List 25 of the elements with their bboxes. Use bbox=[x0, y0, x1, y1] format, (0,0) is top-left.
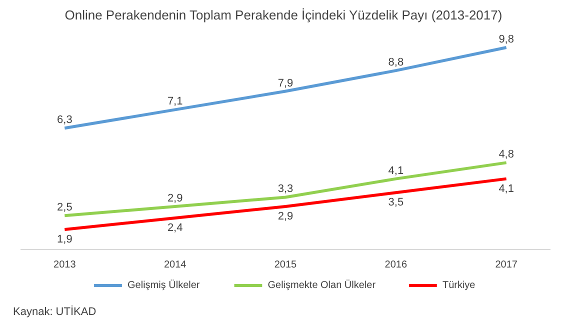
data-label: 4,8 bbox=[498, 148, 514, 161]
data-label: 4,1 bbox=[388, 164, 404, 177]
data-label: 3,5 bbox=[388, 196, 404, 209]
data-label: 3,3 bbox=[278, 183, 294, 196]
data-label: 1,9 bbox=[57, 233, 72, 246]
data-label: 7,1 bbox=[167, 96, 183, 108]
legend-label: Gelişmekte Olan Ülkeler bbox=[268, 279, 376, 291]
data-label: 2,9 bbox=[278, 210, 294, 222]
data-label: 9,8 bbox=[498, 34, 514, 46]
data-label: 6,3 bbox=[57, 114, 72, 126]
x-tick-label: 2014 bbox=[164, 260, 187, 270]
data-label: 2,5 bbox=[57, 202, 72, 214]
data-label: 2,4 bbox=[167, 222, 183, 234]
x-tick-label: 2013 bbox=[54, 260, 76, 270]
data-label: 7,9 bbox=[278, 77, 294, 90]
x-tick-label: 2016 bbox=[384, 260, 408, 270]
legend-label: Gelişmiş Ülkeler bbox=[128, 279, 200, 291]
legend-label: Türkiye bbox=[442, 280, 476, 291]
data-label: 4,1 bbox=[498, 182, 514, 195]
data-label: 8,8 bbox=[388, 56, 404, 69]
text: Kaynak: UTİKAD bbox=[13, 305, 96, 320]
chart-title: Online Perakendenin Toplam Perakende İçindeki Yüzdelik Payı (2013-2017) bbox=[64, 8, 502, 22]
data-label: 2,9 bbox=[167, 192, 183, 204]
x-tick-label: 2015 bbox=[274, 260, 298, 270]
x-tick-label: 2017 bbox=[495, 260, 518, 270]
